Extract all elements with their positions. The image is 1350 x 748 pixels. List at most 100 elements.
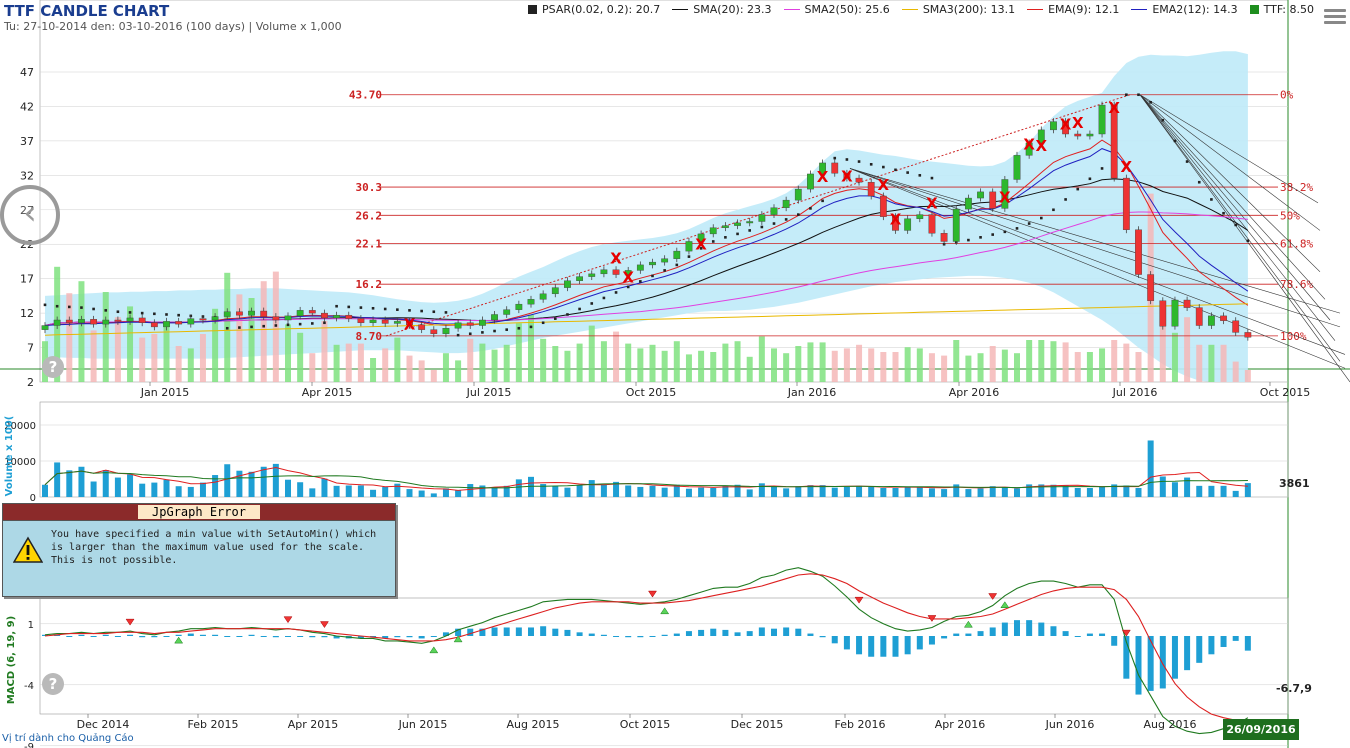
signal-x-marker: X [695, 235, 707, 253]
macd-histogram-bar [1244, 636, 1251, 651]
volume-overlay-bar [139, 337, 146, 382]
volume-bar [1244, 483, 1251, 497]
psar-dot [128, 311, 132, 314]
psar-dot [1185, 160, 1189, 163]
volume-bar [649, 485, 656, 497]
signal-x-marker: X [1023, 135, 1035, 153]
volume-bar [916, 486, 923, 497]
candle-up [746, 221, 754, 224]
candle-down [1195, 307, 1203, 326]
volume-overlay-bar [588, 325, 595, 382]
volume-bar [977, 488, 984, 497]
candle-down [345, 314, 353, 319]
x-tick-label: Jan 2016 [787, 386, 836, 399]
macd-sell-marker [854, 596, 864, 604]
volume-bar [1135, 488, 1142, 497]
macd-histogram-bar [880, 636, 887, 657]
legend-label: PSAR(0.02, 0.2): 20.7 [542, 3, 661, 16]
legend-item: SMA(20): 23.3 [672, 3, 772, 16]
volume-overlay-bar [880, 352, 887, 382]
volume-overlay-bar [1220, 344, 1227, 382]
macd-frame [39, 597, 1289, 715]
volume-bar [503, 485, 510, 497]
x-tick-label: Apr 2015 [302, 386, 353, 399]
y-tick-label: -4 [24, 681, 34, 692]
candle-up [41, 325, 49, 330]
macd-histogram-bar [236, 636, 243, 637]
candle-down [357, 318, 365, 323]
signal-x-marker: X [890, 211, 902, 229]
psar-dot [383, 307, 387, 311]
volume-bar [831, 487, 838, 497]
psar-dot [408, 309, 411, 312]
legend-swatch [528, 5, 537, 14]
volume-bar [418, 490, 425, 497]
fibonacci-price-label: 16.2 [356, 278, 383, 291]
macd-histogram-bar [357, 636, 364, 639]
macd-buy-marker [660, 607, 670, 615]
advertisement-link[interactable]: Vị trí dành cho Quảng Cáo [2, 733, 134, 744]
fibonacci-percent-label: 38.2% [1280, 181, 1313, 194]
psar-dot [578, 307, 581, 311]
psar-dot [748, 229, 751, 232]
volume-bar [236, 470, 243, 497]
question-icon[interactable]: ? [42, 356, 64, 378]
volume-overlay-bar [1086, 352, 1093, 382]
psar-dot [724, 236, 727, 239]
legend-item: SMA3(200): 13.1 [901, 3, 1016, 16]
candle-down [1244, 332, 1252, 338]
macd-histogram-bar [503, 627, 510, 636]
candle-up [636, 264, 644, 271]
psar-dot [517, 326, 521, 330]
question-icon[interactable]: ? [42, 673, 64, 695]
bollinger-band [45, 51, 1248, 383]
candle-up [126, 317, 134, 322]
macd-sell-marker [648, 590, 657, 598]
volume-bar [1208, 485, 1215, 497]
volume-bar [333, 485, 340, 497]
macd-histogram-bar [552, 628, 559, 636]
candle-down [855, 177, 863, 183]
fan-line [849, 168, 1341, 314]
volume-overlay-bar [248, 298, 255, 382]
psar-dot [1210, 198, 1213, 201]
legend-swatch [1027, 9, 1044, 10]
fibonacci-price-label: 43.70 [349, 89, 382, 102]
volume-bar [637, 486, 644, 497]
volume-bar [212, 475, 219, 497]
candle-up [442, 328, 450, 334]
hamburger-menu-icon[interactable] [1324, 6, 1346, 28]
candle-down [138, 317, 146, 323]
volume-overlay-bar [989, 346, 996, 382]
volume-overlay-bar [285, 324, 291, 382]
psar-dot [797, 213, 800, 216]
volume-ma-long-line [44, 470, 1248, 489]
date-badge: 26/09/2016 [1223, 719, 1299, 740]
volume-overlay-bar [928, 353, 935, 382]
candle-up [758, 214, 766, 222]
candle-down [175, 321, 183, 325]
volume-overlay-bar [1050, 341, 1057, 382]
volume-bar [856, 485, 863, 497]
volume-overlay-bar [515, 323, 522, 382]
macd-histogram-bar [370, 636, 377, 638]
psar-dot [882, 165, 885, 169]
macd-histogram-bar [868, 636, 875, 657]
volume-overlay-bar [564, 350, 571, 382]
signal-x-marker: X [1036, 137, 1048, 155]
legend-label: SMA3(200): 13.1 [922, 3, 1016, 16]
volume-overlay-bar [1123, 343, 1130, 382]
candle-down [1074, 133, 1082, 137]
volume-overlay-bar [1171, 332, 1178, 382]
sma200-line [44, 303, 1248, 336]
macd-histogram-bar [321, 636, 328, 638]
psar-dot [821, 199, 824, 203]
volume-overlay-bar [333, 344, 340, 382]
volume-bar [321, 478, 328, 497]
macd-histogram-bar [333, 636, 340, 639]
macd-histogram-bar [199, 634, 206, 636]
ema12-line [44, 148, 1249, 326]
volume-bar [746, 489, 753, 497]
macd-histogram-bar [1038, 622, 1045, 636]
chevron-left-icon[interactable]: ‹ [0, 185, 60, 245]
